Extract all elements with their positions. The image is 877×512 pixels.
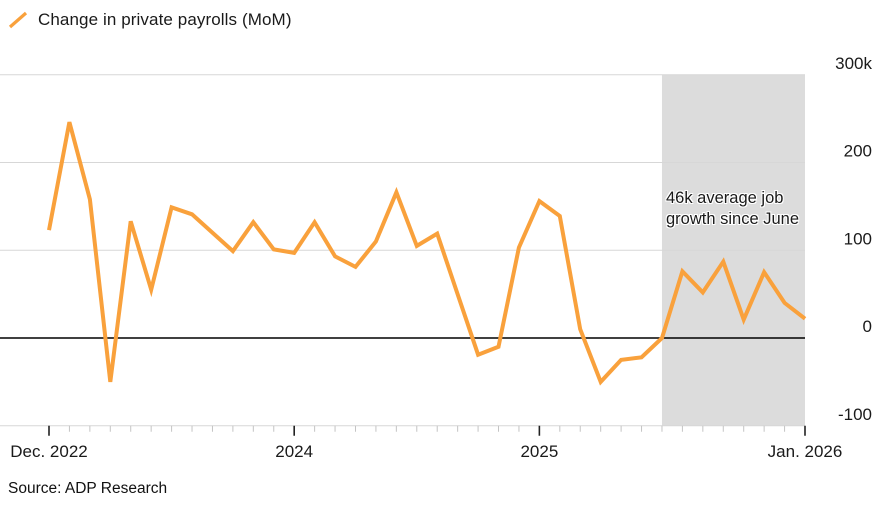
x-axis-label: Dec. 2022: [10, 442, 88, 461]
x-axis-label: 2025: [520, 442, 558, 461]
y-axis-label: 200: [844, 142, 872, 161]
annotation-line-2: growth since June: [666, 210, 799, 228]
payrolls-line: [47, 121, 807, 386]
x-axis-label: 2024: [275, 442, 313, 461]
source-credit: Source: ADP Research: [8, 480, 168, 497]
legend-line-icon: [8, 11, 28, 29]
band-annotation: 46k average job growth since June: [666, 188, 799, 230]
annotation-line-1: 46k average job: [666, 189, 784, 207]
x-axis-label: Jan. 2026: [768, 442, 843, 461]
y-axis-label: 300k: [835, 54, 872, 73]
y-axis-label: -100: [838, 405, 872, 424]
chart-legend: Change in private payrolls (MoM): [8, 10, 292, 30]
y-axis-label: 100: [844, 229, 872, 248]
y-axis-label: 0: [863, 317, 872, 336]
legend-label: Change in private payrolls (MoM): [38, 10, 292, 29]
